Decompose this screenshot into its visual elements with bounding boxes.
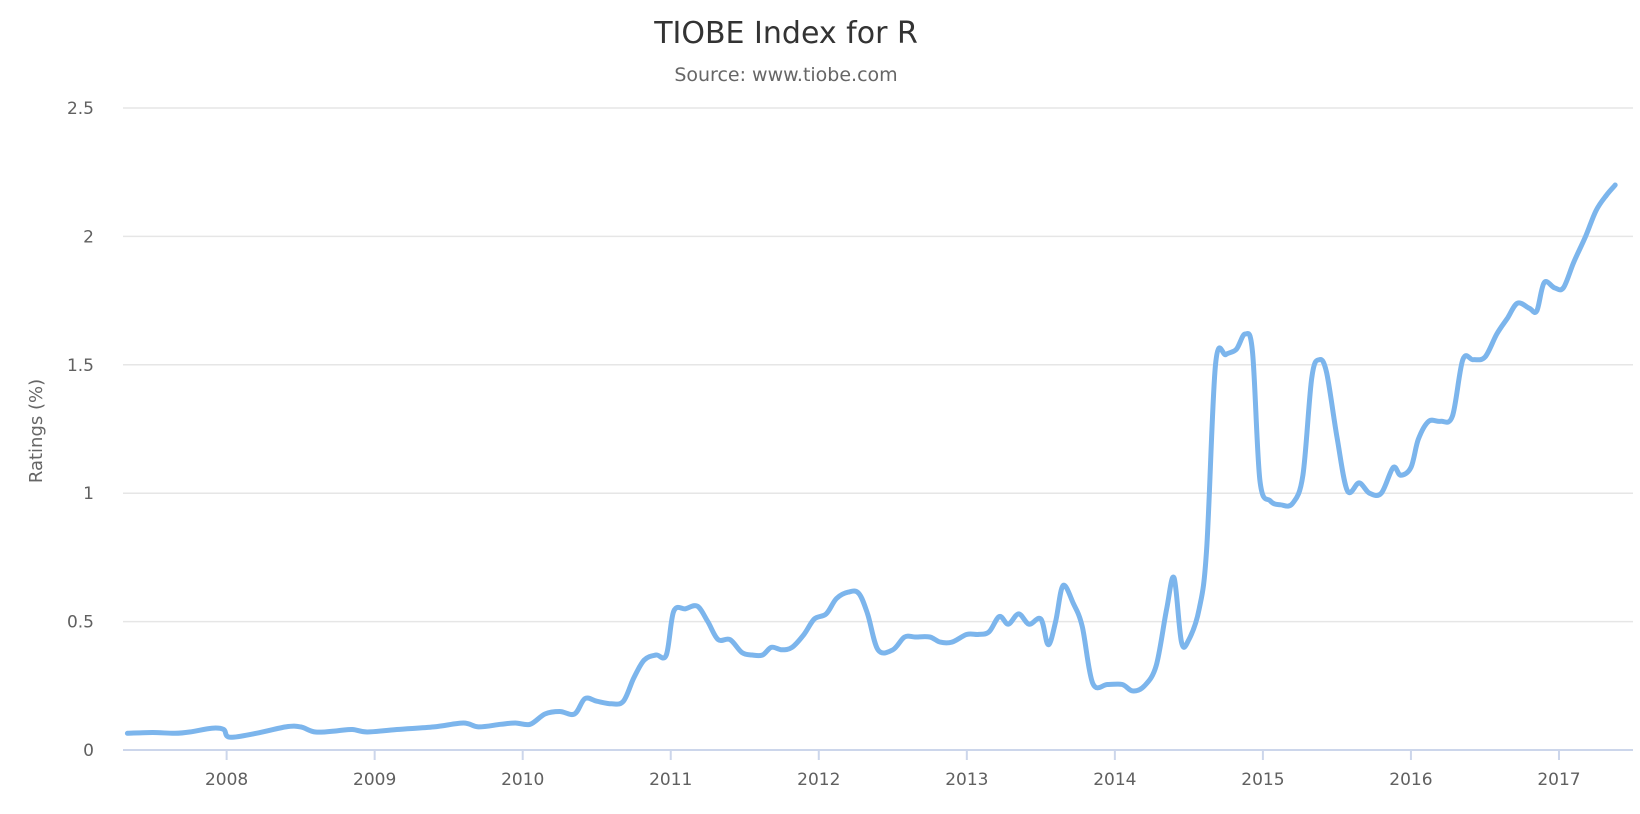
y-axis-label: Ratings (%): [26, 379, 47, 483]
y-tick-label: 0.5: [67, 613, 94, 633]
x-tick-label: 2015: [1241, 770, 1284, 790]
y-tick-label: 2: [83, 227, 94, 247]
x-axis-ticks: 2008 2009 2010 2011 2012 2013 2014 2015 2016 2017: [205, 750, 1581, 790]
x-tick-label: 2008: [205, 770, 248, 790]
chart-subtitle: Source: www.tiobe.com: [674, 64, 897, 86]
x-tick-label: 2013: [945, 770, 988, 790]
x-tick-label: 2014: [1093, 770, 1136, 790]
x-tick-label: 2011: [649, 770, 692, 790]
series-line-0: [124, 182, 1618, 740]
x-tick-label: 2016: [1389, 770, 1432, 790]
y-tick-label: 2.5: [67, 99, 94, 119]
x-tick-label: 2012: [797, 770, 840, 790]
x-tick-label: 2017: [1537, 770, 1580, 790]
y-tick-label: 0: [83, 741, 94, 761]
x-tick-label: 2009: [353, 770, 396, 790]
chart-title: TIOBE Index for R: [653, 16, 918, 51]
x-tick-label: 2010: [501, 770, 544, 790]
grid-lines: [123, 107, 1633, 623]
series-group: [124, 182, 1618, 740]
y-tick-label: 1.5: [67, 356, 94, 376]
y-tick-label: 1: [83, 484, 94, 504]
y-axis-ticks: 0 0.5 1 1.5 2 2.5: [67, 99, 94, 761]
